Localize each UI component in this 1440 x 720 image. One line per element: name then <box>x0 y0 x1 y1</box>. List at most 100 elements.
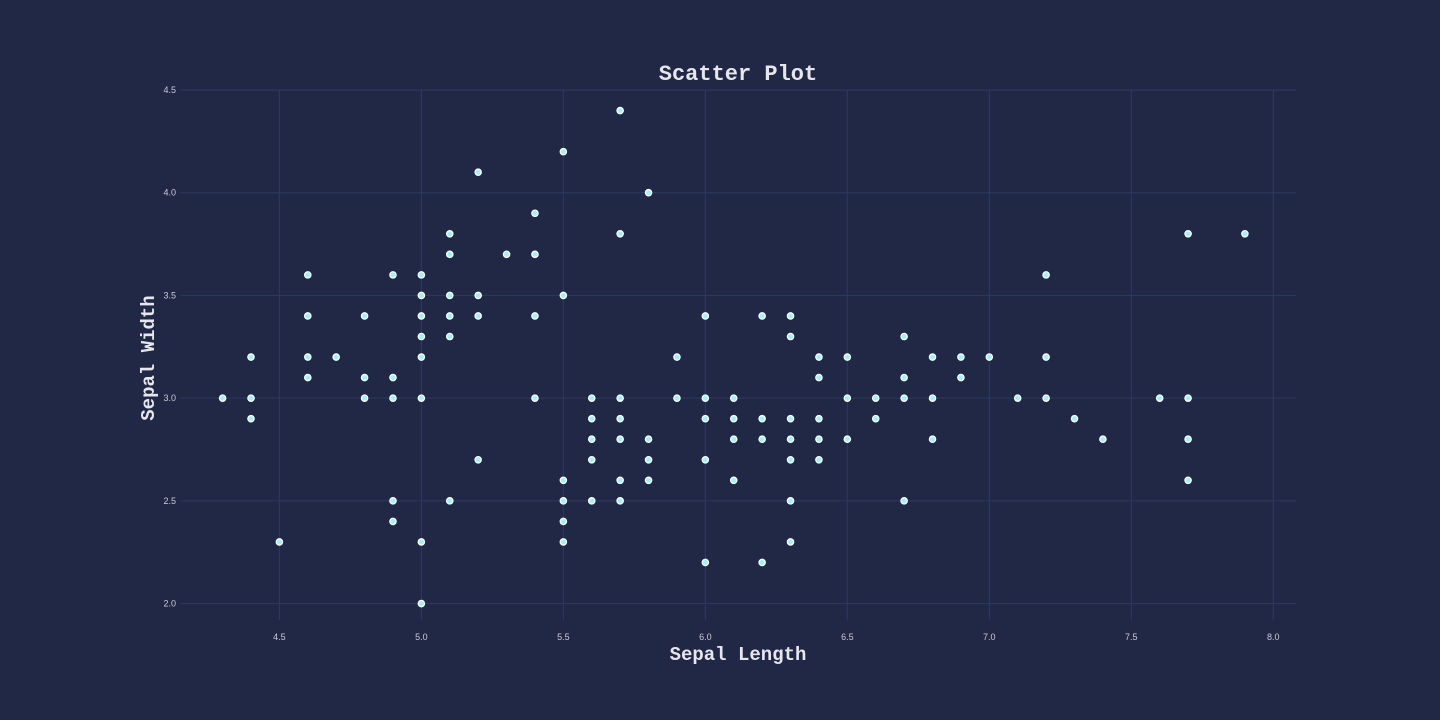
data-point[interactable] <box>303 353 312 361</box>
data-point[interactable] <box>1155 394 1164 402</box>
data-point[interactable] <box>1099 435 1107 444</box>
data-point[interactable] <box>445 291 454 300</box>
data-point[interactable] <box>417 291 426 300</box>
data-point[interactable] <box>729 476 738 485</box>
data-point[interactable] <box>445 229 454 238</box>
data-point[interactable] <box>786 435 795 444</box>
data-point[interactable] <box>474 312 482 320</box>
data-point[interactable] <box>616 435 624 444</box>
data-point[interactable] <box>587 394 596 402</box>
data-point[interactable] <box>1042 353 1050 361</box>
data-point[interactable] <box>247 353 255 361</box>
data-point[interactable] <box>616 414 624 423</box>
data-point[interactable] <box>957 373 965 382</box>
data-point[interactable] <box>389 373 397 382</box>
data-point[interactable] <box>786 332 795 341</box>
data-point[interactable] <box>445 332 454 341</box>
data-point[interactable] <box>616 497 624 505</box>
data-point[interactable] <box>758 414 766 423</box>
data-point[interactable] <box>843 353 852 361</box>
data-point[interactable] <box>218 394 227 402</box>
data-point[interactable] <box>957 353 965 361</box>
data-point[interactable] <box>417 332 426 341</box>
data-point[interactable] <box>616 394 624 402</box>
data-point[interactable] <box>815 353 823 361</box>
data-point[interactable] <box>616 229 624 238</box>
data-point[interactable] <box>1042 271 1050 279</box>
data-point[interactable] <box>1042 394 1050 402</box>
data-point[interactable] <box>843 435 852 444</box>
data-point[interactable] <box>531 209 539 218</box>
data-point[interactable] <box>474 455 482 464</box>
data-point[interactable] <box>985 353 994 361</box>
data-point[interactable] <box>445 250 454 259</box>
data-point[interactable] <box>928 353 937 361</box>
data-point[interactable] <box>729 394 738 402</box>
data-point[interactable] <box>332 353 340 361</box>
data-point[interactable] <box>1184 229 1192 238</box>
data-point[interactable] <box>758 312 766 320</box>
data-point[interactable] <box>786 455 795 464</box>
data-point[interactable] <box>474 291 482 300</box>
data-point[interactable] <box>587 455 596 464</box>
data-point[interactable] <box>417 394 426 402</box>
data-point[interactable] <box>1184 435 1192 444</box>
data-point[interactable] <box>786 312 795 320</box>
data-point[interactable] <box>673 353 681 361</box>
data-point[interactable] <box>871 394 880 402</box>
data-point[interactable] <box>843 394 852 402</box>
data-point[interactable] <box>502 250 511 259</box>
data-point[interactable] <box>815 455 823 464</box>
data-point[interactable] <box>758 435 766 444</box>
data-point[interactable] <box>445 312 454 320</box>
data-point[interactable] <box>559 476 568 485</box>
data-point[interactable] <box>701 312 710 320</box>
data-point[interactable] <box>900 497 908 505</box>
data-point[interactable] <box>417 312 426 320</box>
data-point[interactable] <box>417 271 426 279</box>
data-point[interactable] <box>559 497 568 505</box>
data-point[interactable] <box>900 373 908 382</box>
data-point[interactable] <box>616 476 624 485</box>
data-point[interactable] <box>389 271 397 279</box>
data-point[interactable] <box>644 455 653 464</box>
data-point[interactable] <box>729 435 738 444</box>
data-point[interactable] <box>758 558 766 567</box>
data-point[interactable] <box>644 435 653 444</box>
data-point[interactable] <box>360 312 369 320</box>
data-point[interactable] <box>786 538 795 546</box>
data-point[interactable] <box>247 394 255 402</box>
data-point[interactable] <box>587 435 596 444</box>
data-point[interactable] <box>417 353 426 361</box>
data-point[interactable] <box>559 147 568 156</box>
data-point[interactable] <box>247 414 255 423</box>
data-point[interactable] <box>1070 414 1079 423</box>
data-point[interactable] <box>1184 476 1192 485</box>
data-point[interactable] <box>474 168 482 176</box>
data-point[interactable] <box>1184 394 1192 402</box>
data-point[interactable] <box>275 538 284 546</box>
data-point[interactable] <box>786 497 795 505</box>
data-point[interactable] <box>1241 229 1249 238</box>
data-point[interactable] <box>389 394 397 402</box>
data-point[interactable] <box>559 538 568 546</box>
data-point[interactable] <box>701 455 710 464</box>
data-point[interactable] <box>928 394 937 402</box>
data-point[interactable] <box>701 414 710 423</box>
data-point[interactable] <box>729 414 738 423</box>
data-point[interactable] <box>360 373 369 382</box>
data-point[interactable] <box>360 394 369 402</box>
data-point[interactable] <box>303 271 312 279</box>
data-point[interactable] <box>445 497 454 505</box>
data-point[interactable] <box>815 435 823 444</box>
data-point[interactable] <box>900 332 908 341</box>
data-point[interactable] <box>1013 394 1022 402</box>
data-point[interactable] <box>616 106 624 115</box>
data-point[interactable] <box>417 538 426 546</box>
data-point[interactable] <box>701 558 710 567</box>
data-point[interactable] <box>531 312 539 320</box>
data-point[interactable] <box>389 497 397 505</box>
data-point[interactable] <box>786 414 795 423</box>
data-point[interactable] <box>815 373 823 382</box>
data-point[interactable] <box>303 373 312 382</box>
